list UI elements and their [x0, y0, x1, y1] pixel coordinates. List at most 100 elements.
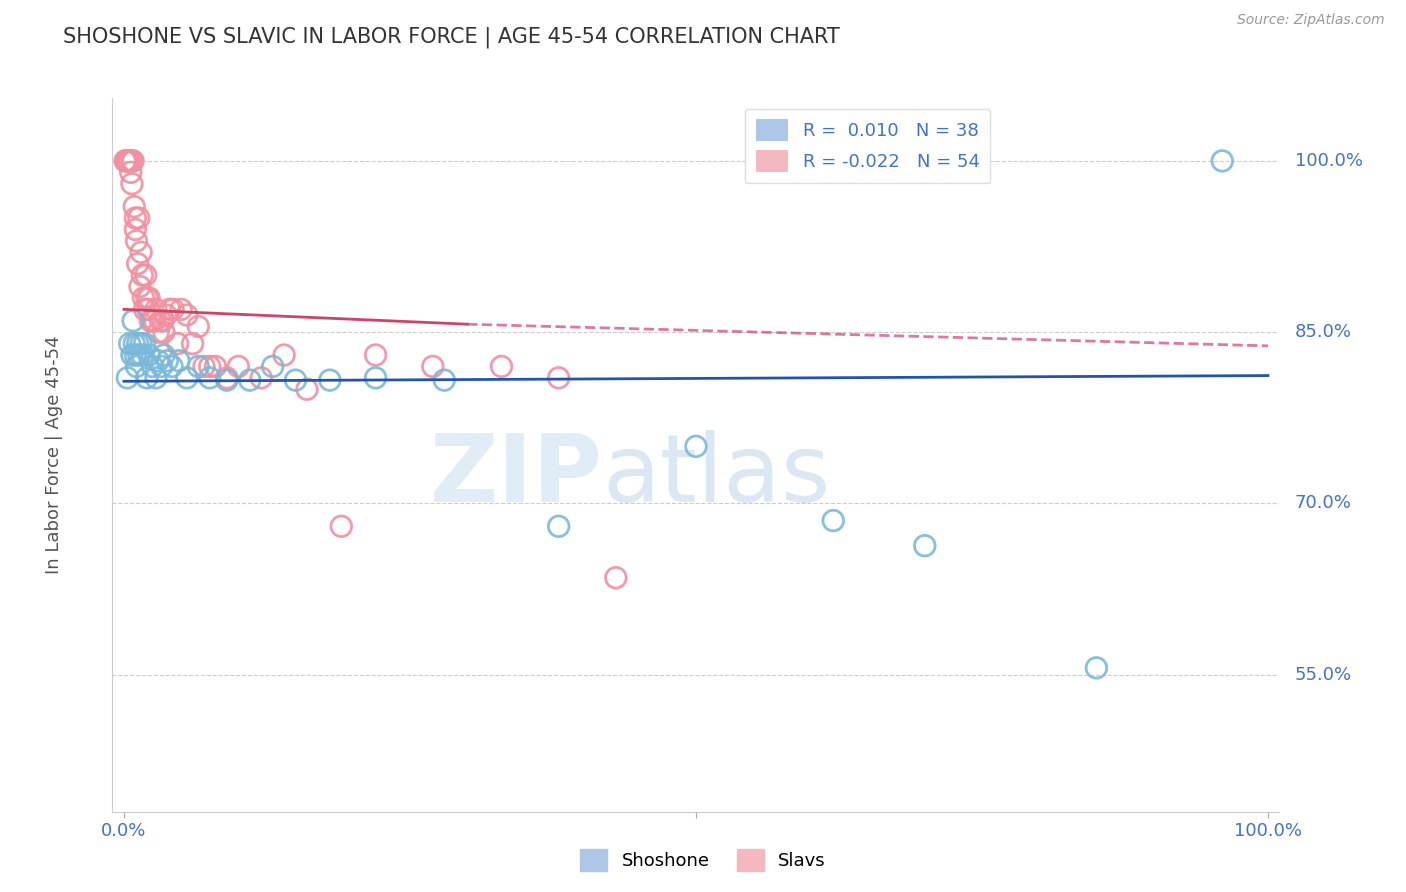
Point — [239, 373, 262, 387]
Point — [124, 222, 146, 236]
Point — [159, 302, 181, 317]
Point — [153, 348, 176, 362]
Point — [128, 348, 150, 362]
Point — [117, 371, 139, 385]
Point — [198, 371, 221, 385]
Point — [135, 371, 157, 385]
Point — [547, 519, 569, 533]
Point — [187, 359, 209, 374]
Point — [170, 302, 193, 317]
Point — [914, 539, 936, 553]
Point — [120, 165, 142, 179]
Point — [124, 348, 146, 362]
Point — [122, 336, 145, 351]
Point — [124, 211, 146, 225]
Text: Source: ZipAtlas.com: Source: ZipAtlas.com — [1237, 13, 1385, 28]
Point — [136, 302, 159, 317]
Point — [193, 359, 215, 374]
Point — [166, 336, 188, 351]
Point — [129, 245, 152, 260]
Point — [121, 177, 143, 191]
Point — [117, 153, 139, 168]
Point — [160, 359, 183, 374]
Point — [364, 348, 387, 362]
Point — [262, 359, 284, 374]
Point — [176, 308, 198, 322]
Point — [228, 359, 250, 374]
Point — [127, 336, 149, 351]
Point — [131, 268, 153, 282]
Point — [605, 571, 627, 585]
Point — [145, 371, 167, 385]
Point — [204, 359, 226, 374]
Point — [149, 314, 172, 328]
Point — [148, 353, 170, 368]
Point — [122, 314, 145, 328]
Point — [148, 325, 170, 339]
Text: 85.0%: 85.0% — [1295, 323, 1351, 341]
Point — [138, 348, 160, 362]
Point — [152, 314, 174, 328]
Point — [155, 308, 177, 322]
Point — [128, 211, 150, 225]
Point — [117, 153, 139, 168]
Point — [122, 153, 145, 168]
Point — [685, 439, 707, 453]
Point — [132, 291, 155, 305]
Text: 70.0%: 70.0% — [1295, 494, 1351, 512]
Point — [121, 153, 143, 168]
Point — [823, 514, 845, 528]
Point — [284, 373, 307, 387]
Legend: Shoshone, Slavs: Shoshone, Slavs — [572, 842, 834, 879]
Point — [125, 234, 148, 248]
Point — [176, 371, 198, 385]
Point — [273, 348, 295, 362]
Point — [141, 314, 163, 328]
Point — [125, 359, 148, 374]
Point — [134, 302, 156, 317]
Point — [295, 382, 318, 396]
Point — [139, 314, 162, 328]
Point — [118, 336, 141, 351]
Point — [135, 268, 157, 282]
Point — [422, 359, 444, 374]
Point — [162, 302, 184, 317]
Point — [364, 371, 387, 385]
Point — [319, 373, 342, 387]
Text: SHOSHONE VS SLAVIC IN LABOR FORCE | AGE 45-54 CORRELATION CHART: SHOSHONE VS SLAVIC IN LABOR FORCE | AGE … — [63, 27, 839, 48]
Point — [122, 200, 145, 214]
Text: atlas: atlas — [603, 430, 831, 523]
Point — [141, 359, 163, 374]
Text: 55.0%: 55.0% — [1295, 665, 1351, 683]
Point — [134, 336, 156, 351]
Point — [129, 336, 152, 351]
Text: In Labor Force | Age 45-54: In Labor Force | Age 45-54 — [45, 335, 63, 574]
Point — [250, 371, 273, 385]
Point — [181, 336, 204, 351]
Point — [547, 371, 569, 385]
Point — [145, 302, 167, 317]
Point — [129, 279, 152, 293]
Point — [215, 371, 238, 385]
Point — [1211, 153, 1233, 168]
Point — [167, 353, 190, 368]
Point — [198, 359, 221, 374]
Point — [121, 348, 143, 362]
Point — [153, 325, 176, 339]
Point — [187, 319, 209, 334]
Point — [118, 153, 141, 168]
Point — [150, 359, 173, 374]
Point — [115, 153, 138, 168]
Point — [433, 373, 456, 387]
Point — [156, 353, 179, 368]
Point — [131, 348, 153, 362]
Text: 100.0%: 100.0% — [1295, 152, 1362, 169]
Point — [127, 257, 149, 271]
Point — [491, 359, 513, 374]
Text: ZIP: ZIP — [430, 430, 603, 523]
Point — [1085, 661, 1108, 675]
Legend: R =  0.010   N = 38, R = -0.022   N = 54: R = 0.010 N = 38, R = -0.022 N = 54 — [745, 109, 990, 184]
Point — [143, 314, 166, 328]
Point — [330, 519, 353, 533]
Point — [135, 291, 157, 305]
